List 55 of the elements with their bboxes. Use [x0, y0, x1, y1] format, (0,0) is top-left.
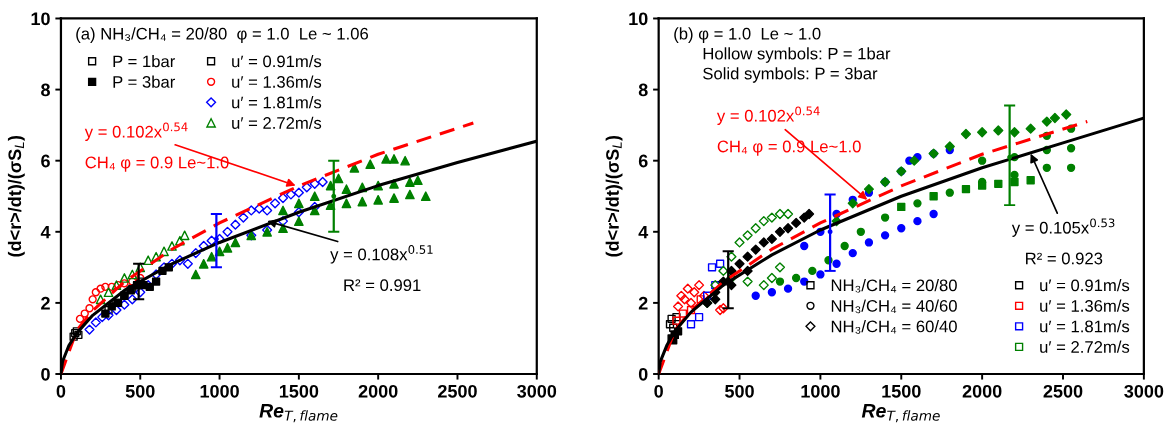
x-tick-label: 3000: [517, 384, 557, 398]
legend-label: NH₃/CH₄ = 20/80: [831, 279, 957, 293]
x-tick-label: 1500: [279, 384, 319, 398]
y-tick-label: 4: [40, 225, 51, 239]
legend-label: u′ = 1.36m/s: [1040, 299, 1130, 312]
legend-label: u′ = 0.91m/s: [232, 55, 322, 68]
y-tick-label: 10: [629, 12, 648, 26]
y-tick-label: 8: [41, 83, 50, 97]
annotation: y = 0.105x$^{0.53}$: [1011, 218, 1115, 237]
x-tick-label: 500: [725, 384, 754, 398]
annotation: R² = 0.923: [1026, 252, 1103, 265]
x-tick-label: 0: [56, 384, 66, 398]
x-tick-label: 2500: [1043, 384, 1083, 398]
annotation: CH₄ φ = 0.9 Le~1.0: [717, 140, 861, 156]
annotation: (a) NH₃/CH₄ = 20/80 φ = 1.0 Le ~ 1.06: [76, 27, 369, 43]
legend-label: P = 3bar: [113, 75, 176, 88]
x-axis-title: Re$_{T,flame}$: [861, 404, 940, 423]
legend-label: u′ = 2.72m/s: [1040, 340, 1130, 353]
x-tick-label: 2500: [438, 384, 477, 398]
annotation: R² = 0.991: [344, 279, 421, 292]
x-tick-label: 1500: [882, 384, 921, 398]
y-axis-title: (d<r>/dt)/(σS$_{L}$): [7, 135, 25, 257]
y-axis-title: (d<r>/dt)/(σS$_{L}$): [605, 135, 623, 257]
y-tick-label: 2: [638, 296, 648, 310]
legend-label: NH₃/CH₄ = 60/40: [831, 320, 957, 334]
y-tick-label: 0: [41, 367, 50, 381]
x-tick-label: 0: [654, 384, 663, 398]
y-tick-label: 8: [638, 83, 648, 97]
y-tick-label: 2: [41, 296, 50, 310]
y-tick-label: 6: [638, 154, 648, 168]
x-axis-title: Re$_{T,flame}$: [259, 404, 338, 423]
y-tick-label: 6: [41, 154, 50, 168]
x-tick-label: 3000: [1124, 384, 1164, 398]
annotation: y = 0.102x$^{0.54}$: [716, 106, 820, 125]
x-tick-label: 1000: [801, 384, 840, 398]
annotation: CH₄ φ = 0.9 Le~1.0: [85, 156, 229, 172]
legend-label: P = 1bar: [113, 55, 176, 68]
legend-label: u′ = 0.91m/s: [1040, 279, 1130, 292]
y-tick-label: 0: [638, 367, 648, 381]
annotation: (b) φ = 1.0 Le ~ 1.0: [674, 27, 821, 43]
legend-label: u′ = 1.36m/s: [232, 75, 322, 88]
legend-label: NH₃/CH₄ = 40/60: [831, 299, 957, 314]
y-tick-label: 4: [638, 225, 649, 239]
x-tick-label: 2000: [358, 384, 398, 398]
x-tick-label: 1000: [200, 384, 239, 398]
legend-label: u′ = 1.81m/s: [1040, 320, 1130, 333]
x-tick-label: 500: [125, 384, 155, 398]
x-tick-label: 2000: [962, 384, 1002, 398]
legend-label: u′ = 2.72m/s: [232, 116, 322, 129]
annotation: Solid symbols: P = 3bar: [703, 67, 878, 83]
annotation: y = 0.108x$^{0.51}$: [330, 245, 433, 264]
annotation: y = 0.102x$^{0.54}$: [84, 122, 188, 141]
y-tick-label: 10: [31, 12, 50, 26]
legend-label: u′ = 1.81m/s: [232, 96, 322, 109]
annotation: Hollow symbols: P = 1bar: [703, 47, 891, 63]
